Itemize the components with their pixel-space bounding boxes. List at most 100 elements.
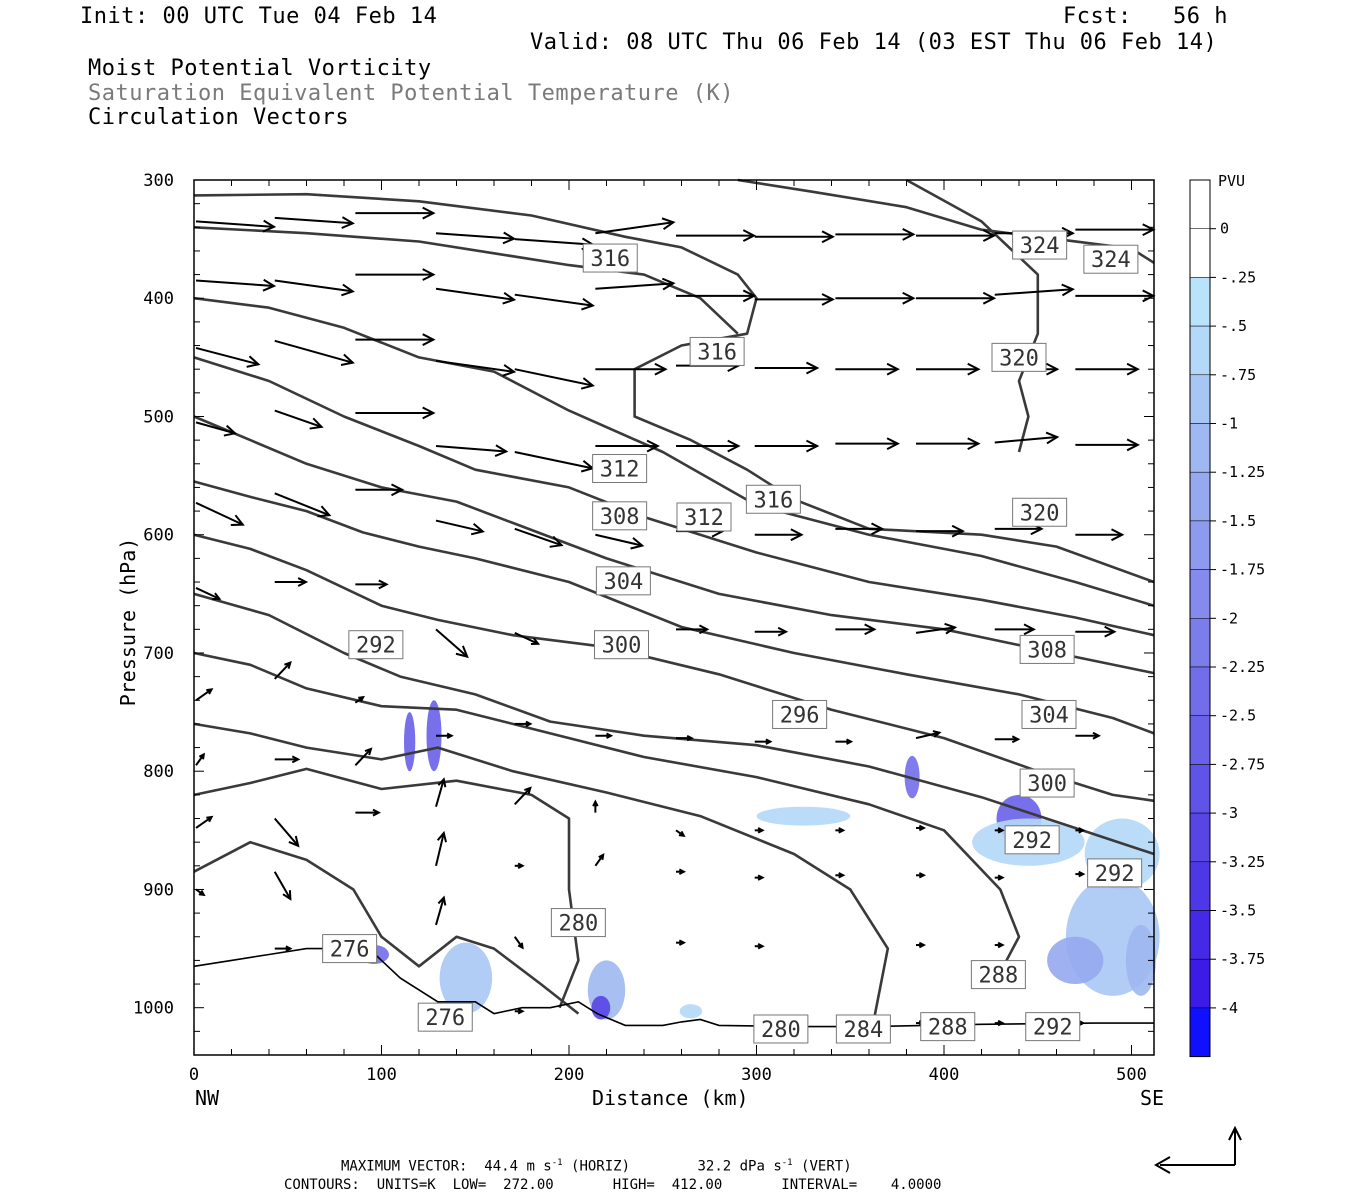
circulation-vector (676, 624, 710, 635)
max-vector-horiz-exponent: -1 (551, 1158, 563, 1168)
vector-shaft (513, 936, 524, 949)
x-tick-label: 0 (189, 1065, 199, 1085)
isentrope-line (193, 533, 1155, 803)
plot-frame (193, 179, 1155, 1056)
vector-head (654, 362, 668, 376)
colorbar-label: -3.25 (1220, 853, 1265, 871)
vector-shaft (595, 282, 674, 290)
circulation-vector (274, 216, 355, 229)
colorbar-swatch (1189, 179, 1211, 229)
vector-head (790, 528, 804, 542)
colorbar-swatch (1189, 520, 1211, 570)
contour-label-text: 292 (1033, 1016, 1073, 1041)
vector-head (678, 830, 686, 838)
vector-head (997, 874, 1005, 881)
circulation-vector (676, 734, 694, 742)
vector-head (1104, 625, 1117, 638)
max-vector-line: MAXIMUM VECTOR: 44.4 m s-1 (HORIZ) 32.2 … (341, 1158, 852, 1175)
vector-head (1126, 438, 1140, 452)
vector-head (598, 853, 605, 860)
circulation-vector (675, 829, 686, 838)
isentrope-line (193, 651, 1021, 973)
circulation-vector (513, 936, 524, 950)
vector-head (525, 720, 533, 728)
contour-label: 292 (1025, 1012, 1081, 1042)
vector-head (864, 623, 877, 636)
vector-shaft (514, 787, 532, 806)
vector-shaft (195, 346, 259, 366)
circulation-vector (355, 333, 436, 346)
circulation-vector (915, 730, 942, 740)
forecast-hour: Fcst: 56 h (1063, 4, 1228, 29)
vector-head (391, 483, 405, 497)
circulation-vector (754, 626, 789, 637)
vector-head (517, 1008, 525, 1015)
y-tick-label: 700 (143, 644, 174, 664)
pv-shade-region (439, 942, 493, 1014)
circulation-vector (916, 941, 927, 949)
vector-shaft (435, 897, 445, 926)
contour-label: 280 (550, 908, 606, 938)
vector-head (517, 942, 524, 950)
vector-head (198, 752, 206, 760)
circulation-vector (835, 872, 846, 879)
circulation-vector (676, 229, 757, 242)
vector-head (580, 377, 595, 390)
circulation-vector (514, 1008, 525, 1015)
vector-head (932, 730, 942, 738)
vector-head (1078, 827, 1086, 834)
colorbar-swatch (1189, 471, 1211, 522)
contour-label-text: 316 (697, 340, 737, 365)
colorbar-label: -2.75 (1220, 755, 1265, 773)
colorbar-swatch (1189, 228, 1211, 278)
vector-head (309, 417, 324, 430)
colorbar-label: -.75 (1220, 366, 1256, 384)
vector-head (341, 216, 355, 229)
max-vector-vert-value: 32.2 dPa s (697, 1158, 782, 1175)
vector-shaft (195, 501, 244, 526)
field-title-mpv: Moist Potential Vorticity (88, 56, 432, 81)
circulation-vector (355, 206, 436, 220)
contour-label-box (1025, 1012, 1081, 1042)
contour-label-text: 300 (1027, 772, 1067, 797)
contour-label-box (676, 502, 732, 532)
contour-label: 308 (592, 501, 648, 531)
contour-label-box (753, 1014, 809, 1044)
vector-head (212, 592, 222, 601)
contour-label-text: 324 (1020, 234, 1060, 259)
isentrope-line (193, 592, 1155, 856)
contour-label-box (1004, 825, 1060, 855)
vector-head (698, 624, 710, 635)
contour-label-text: 320 (999, 346, 1039, 371)
circulation-vector (274, 945, 293, 952)
colorbar-label: -2.5 (1220, 707, 1256, 725)
circulation-vector (595, 362, 668, 376)
contour-label-box (592, 501, 648, 531)
contour-label-box (920, 1012, 976, 1042)
max-vector-horiz-tag: (HORIZ) (571, 1158, 631, 1175)
vector-head (967, 437, 981, 451)
vector-head (285, 945, 293, 952)
vector-shaft (274, 279, 353, 293)
circulation-vector (435, 628, 469, 659)
y-tick-label: 300 (143, 171, 174, 191)
circulation-vector (835, 522, 885, 536)
circulation-vector (994, 623, 1036, 636)
circulation-vector (435, 777, 447, 807)
contour-label: 308 (1019, 634, 1075, 664)
vector-head (422, 206, 436, 220)
circulation-vector (835, 827, 846, 834)
vector-head (422, 268, 436, 281)
contour-label-text: 324 (1091, 248, 1131, 273)
vector-shaft (435, 359, 515, 373)
vector-head (223, 424, 238, 437)
vector-head (364, 747, 373, 756)
circulation-vector (274, 492, 332, 518)
circulation-vector (355, 406, 436, 420)
contour-label-text: 300 (602, 634, 642, 659)
vector-head (340, 353, 355, 366)
contour-label: 292 (1004, 825, 1060, 855)
circulation-vector (835, 738, 854, 745)
colorbar-label: 0 (1220, 220, 1229, 238)
contour-label: 288 (970, 960, 1026, 990)
